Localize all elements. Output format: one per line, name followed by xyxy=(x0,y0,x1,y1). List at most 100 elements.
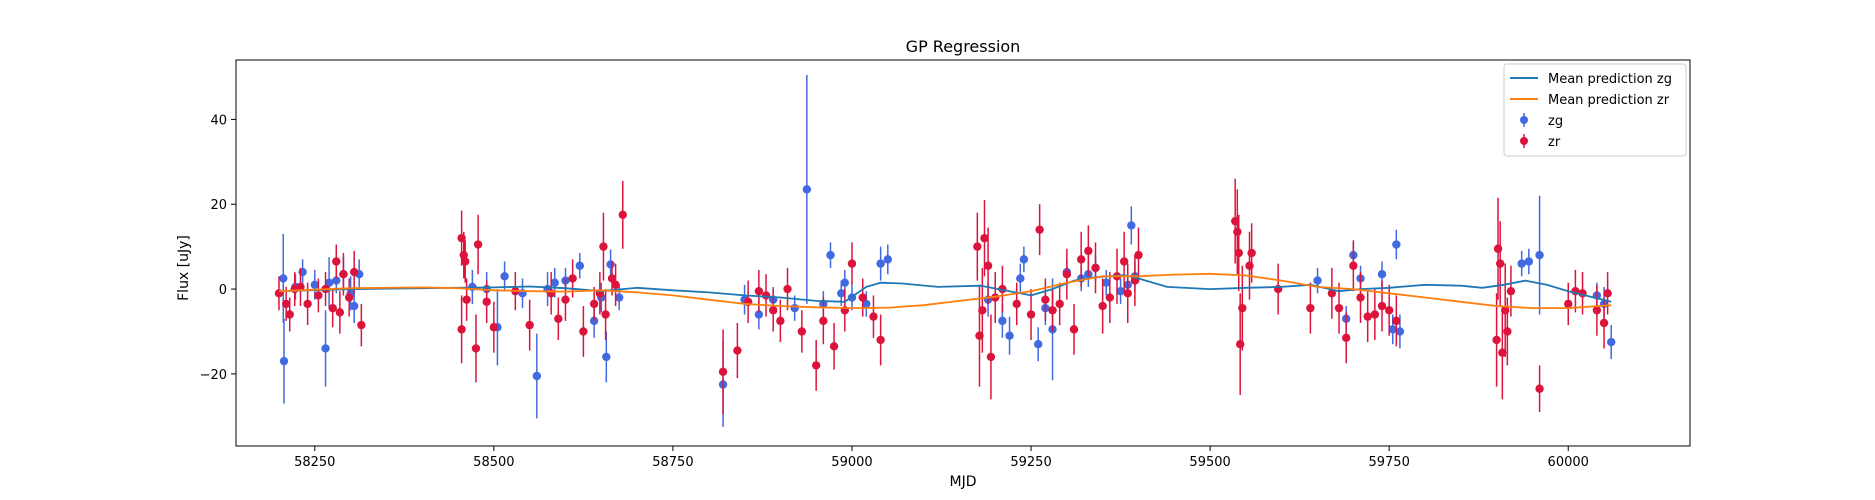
x-axis-ticks: 58250 58500 58750 59000 59250 59500 59750 60000 xyxy=(294,446,1589,470)
point-zr xyxy=(1599,318,1609,328)
point-zr xyxy=(611,280,620,290)
x-axis-label: MJD xyxy=(950,474,977,490)
point-zr xyxy=(281,299,291,309)
point-zr xyxy=(1134,250,1143,260)
point-zg xyxy=(1517,259,1526,268)
point-zg xyxy=(614,293,624,302)
point-zr xyxy=(1247,248,1256,258)
legend-label-zg: zg xyxy=(1548,114,1563,129)
point-zr xyxy=(618,210,627,220)
point-zr xyxy=(718,367,728,376)
point-zr xyxy=(1349,261,1358,270)
point-zr xyxy=(607,274,617,283)
point-zr xyxy=(858,293,867,302)
plot-frame xyxy=(235,59,1691,447)
point-zr xyxy=(983,261,993,270)
point-zg xyxy=(1524,257,1534,266)
point-zr xyxy=(847,259,857,268)
legend-swatch-zg xyxy=(1520,113,1528,127)
point-zr xyxy=(1327,289,1337,298)
point-zr xyxy=(285,310,294,319)
point-zr xyxy=(599,242,608,251)
point-zg xyxy=(532,371,542,381)
point-zr xyxy=(1384,306,1394,315)
point-zr xyxy=(811,361,821,370)
point-zr xyxy=(589,299,599,309)
point-zr xyxy=(1233,227,1242,236)
point-zr xyxy=(303,299,312,309)
point-zg xyxy=(802,185,812,194)
point-zr xyxy=(1603,289,1612,298)
point-zr xyxy=(797,327,807,336)
point-zr xyxy=(761,291,771,300)
point-zr xyxy=(335,308,345,317)
x-tick-label: 58500 xyxy=(473,455,514,470)
point-zg xyxy=(332,276,341,285)
point-zg xyxy=(1535,250,1544,260)
point-zg xyxy=(862,299,871,309)
point-zr xyxy=(733,346,742,355)
point-zr xyxy=(829,342,839,351)
point-zr xyxy=(876,335,885,345)
point-zg xyxy=(754,310,764,319)
line-mean-prediction-zr xyxy=(278,272,1612,309)
point-zr xyxy=(1055,299,1064,309)
point-zr xyxy=(314,291,323,300)
chart-title: GP Regression xyxy=(906,37,1021,56)
point-zg xyxy=(500,272,509,281)
point-zr xyxy=(568,274,577,283)
point-zr xyxy=(339,270,348,279)
point-zr xyxy=(1498,348,1507,357)
point-zg xyxy=(279,356,289,366)
point-zr xyxy=(1493,244,1503,253)
point-zr xyxy=(1048,306,1057,315)
point-zr xyxy=(461,257,470,266)
x-tick-label: 58250 xyxy=(294,455,335,470)
point-zr xyxy=(1377,301,1387,311)
point-zr xyxy=(579,327,588,336)
point-zr xyxy=(344,293,354,302)
point-zg xyxy=(1005,331,1014,340)
point-zr xyxy=(332,257,341,266)
point-zg xyxy=(1388,325,1397,334)
point-zr xyxy=(328,303,337,313)
point-zr xyxy=(471,344,481,353)
y-axis-ticks: −20 0 20 40 xyxy=(200,113,236,383)
point-zg xyxy=(349,301,359,311)
point-zr xyxy=(473,240,483,249)
y-tick-label: 0 xyxy=(219,283,227,298)
point-zg xyxy=(1395,327,1405,336)
point-zr xyxy=(1341,333,1351,343)
point-zr xyxy=(1105,293,1115,302)
point-zr xyxy=(1041,295,1050,304)
point-zr xyxy=(546,289,556,298)
point-zr xyxy=(1363,312,1372,321)
y-axis-label: Flux [uJy] xyxy=(176,235,192,301)
point-zr xyxy=(1123,289,1132,298)
point-zr xyxy=(459,250,468,260)
point-zr xyxy=(1592,306,1602,315)
point-zr xyxy=(980,233,989,243)
point-zg xyxy=(883,255,892,264)
point-zr xyxy=(1026,310,1036,319)
mean-prediction-lines xyxy=(278,272,1612,309)
point-zr xyxy=(1492,335,1501,345)
point-zr xyxy=(1564,299,1573,309)
point-zg xyxy=(876,259,885,268)
x-tick-label: 59750 xyxy=(1368,455,1409,470)
point-zg xyxy=(1102,278,1111,287)
point-zg xyxy=(1019,255,1029,264)
point-zr xyxy=(1069,325,1079,334)
point-zg xyxy=(310,280,319,290)
point-zr xyxy=(978,306,987,315)
x-tick-label: 59000 xyxy=(831,455,872,470)
point-zg xyxy=(1377,270,1387,279)
point-zg xyxy=(837,289,846,298)
point-zr xyxy=(561,295,570,304)
point-zg xyxy=(840,278,850,287)
point-zr xyxy=(1535,384,1544,393)
point-zr xyxy=(819,316,828,326)
point-zg xyxy=(1127,221,1136,230)
x-tick-label: 59500 xyxy=(1189,455,1230,470)
